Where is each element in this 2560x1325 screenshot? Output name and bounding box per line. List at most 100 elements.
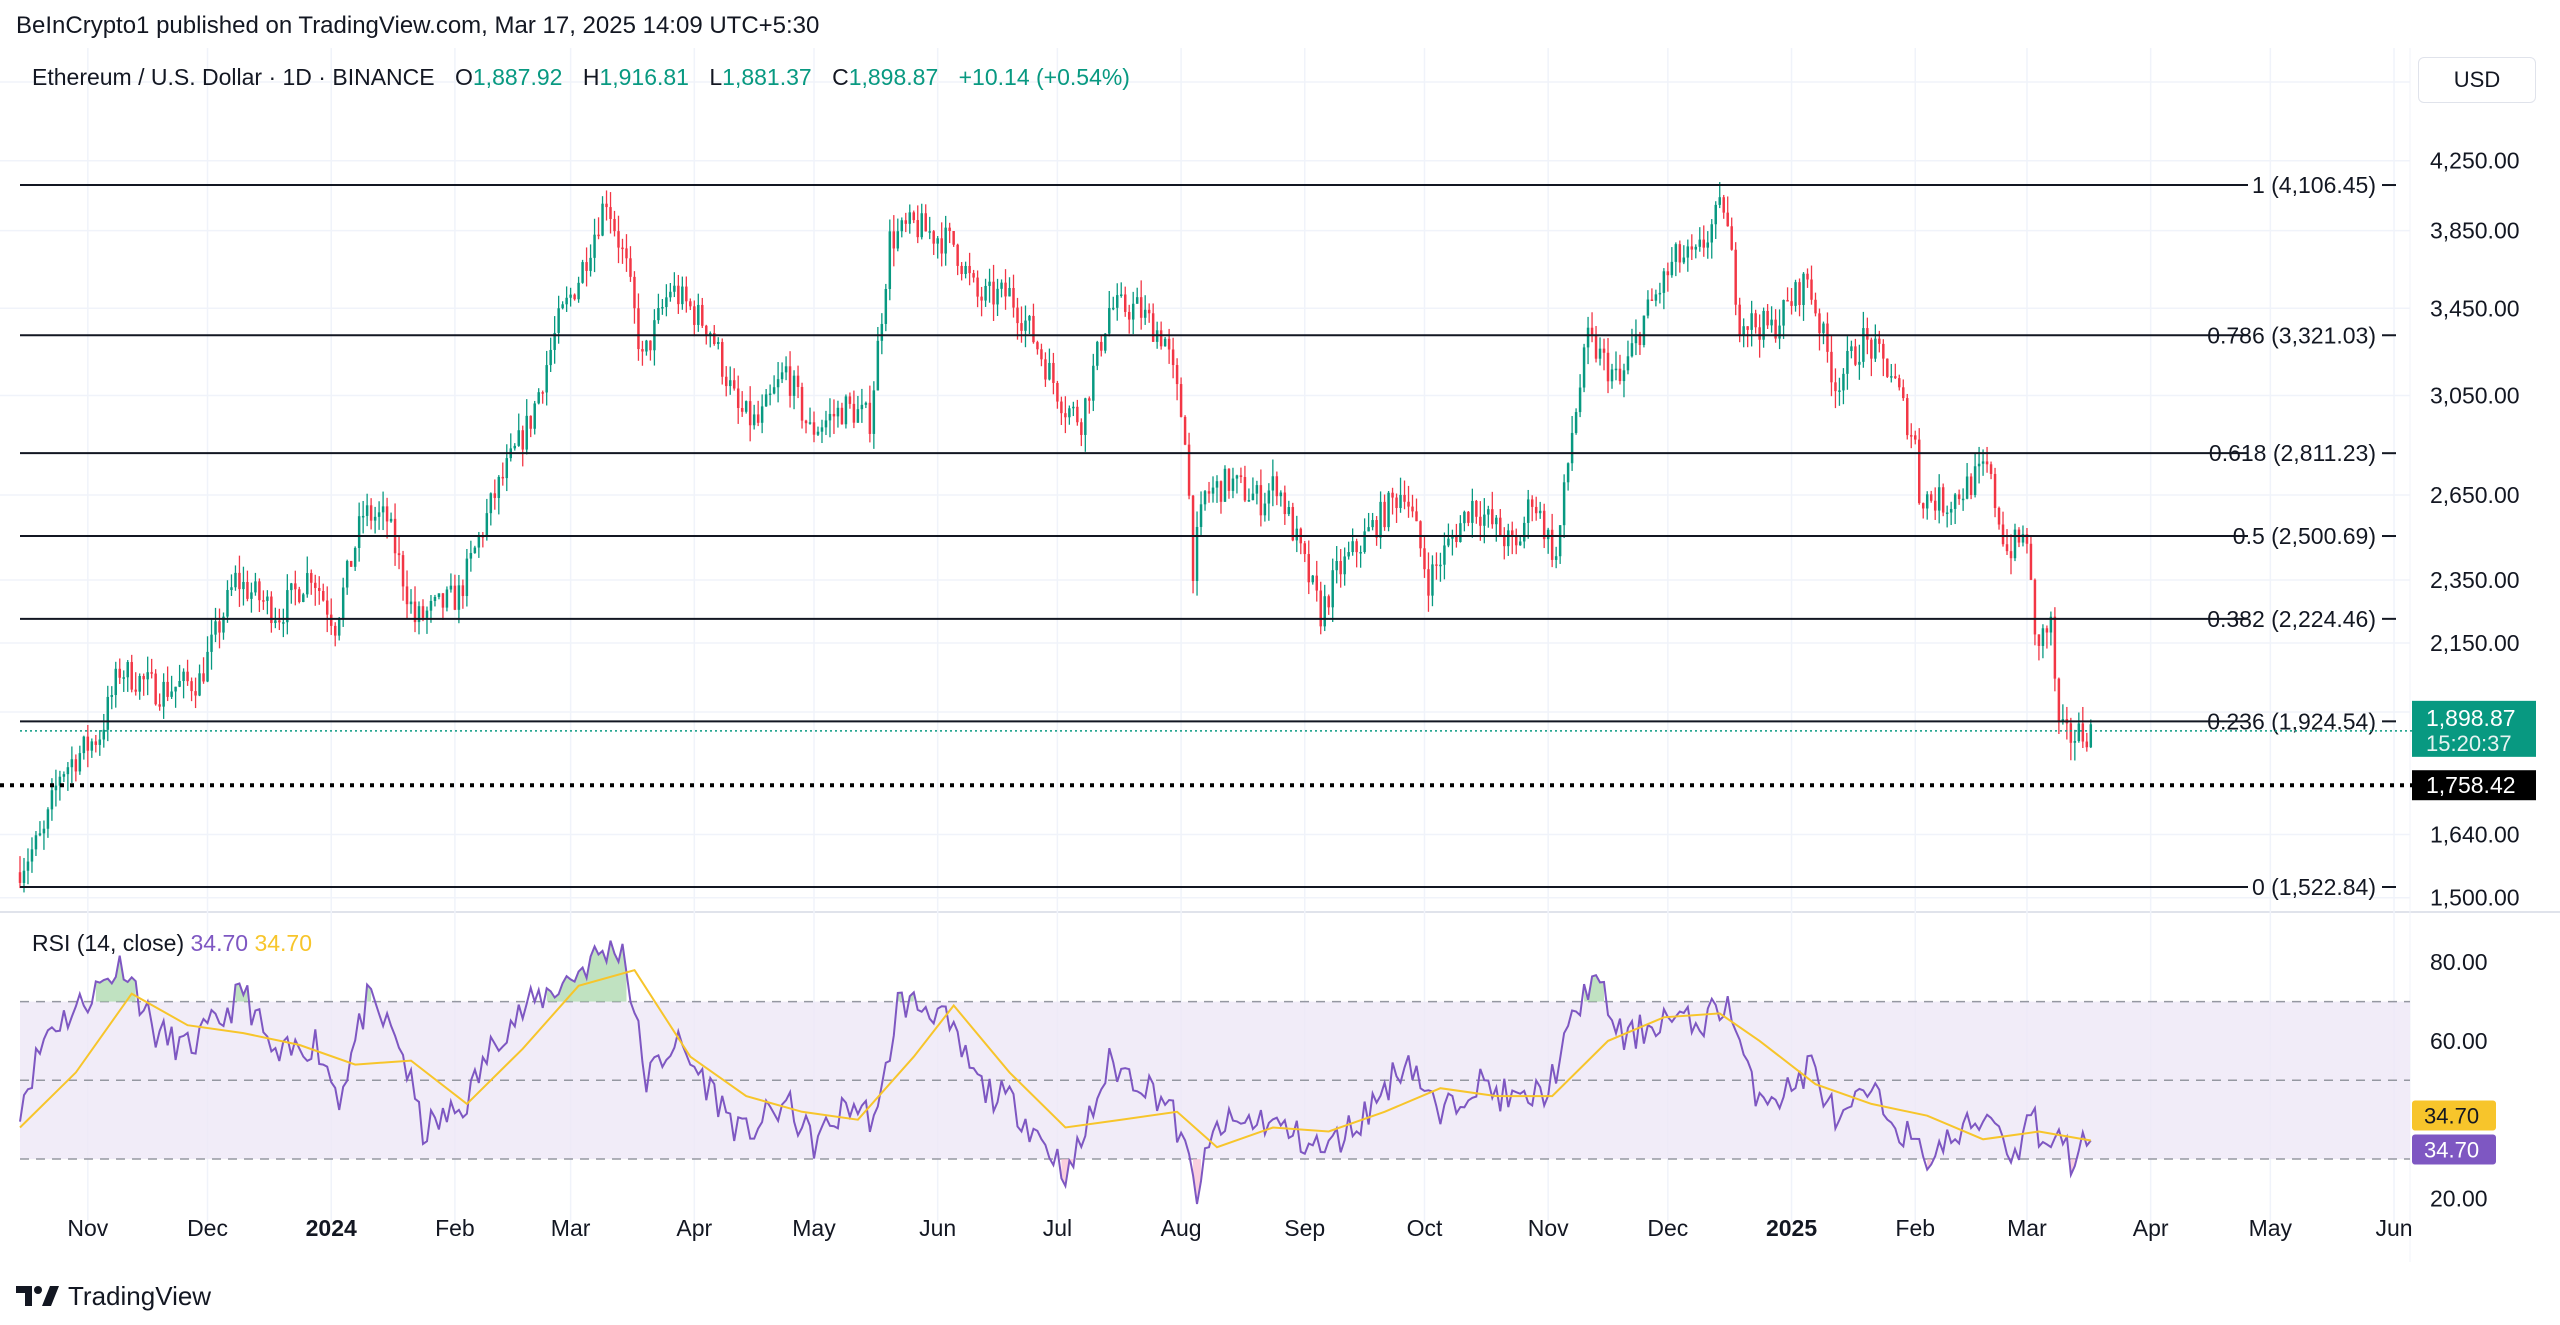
candle-body	[202, 673, 205, 682]
candle-body	[1187, 444, 1191, 496]
candle-body	[1973, 466, 1977, 496]
candle-body	[389, 518, 393, 522]
date-tick-label: Jun	[2375, 1215, 2412, 1241]
candle-body	[357, 516, 361, 548]
candle-body	[896, 231, 900, 249]
candle-body	[54, 785, 58, 791]
candle-body	[1056, 382, 1059, 402]
candle-body	[489, 493, 493, 514]
candle-body	[1135, 297, 1139, 304]
candle-body	[1606, 352, 1610, 382]
candle-body	[1786, 300, 1789, 302]
candle-body	[1327, 596, 1330, 608]
candle-body	[449, 585, 453, 590]
chart-canvas[interactable]: 1 (4,106.45) 0.786 (3,321.03) 0.618 (2,811…	[0, 48, 2560, 1278]
candle-body	[1778, 325, 1781, 339]
candle-body	[437, 593, 441, 597]
currency-button[interactable]: USD	[2418, 57, 2536, 103]
candle-body	[282, 622, 285, 624]
candle-body	[589, 257, 592, 271]
candle-body	[1570, 432, 1574, 464]
candle-body	[1690, 246, 1694, 250]
candle-body	[1941, 487, 1945, 513]
candle-body	[1554, 556, 1558, 560]
candle-body	[226, 590, 229, 617]
candle-body	[1726, 212, 1729, 227]
candle-body	[1199, 504, 1203, 527]
candle-body	[1068, 408, 1071, 418]
candle-body	[1602, 348, 1606, 353]
candlestick-series	[18, 182, 2093, 893]
candle-body	[1626, 356, 1630, 371]
candle-body	[1347, 552, 1350, 557]
candle-body	[1546, 529, 1550, 540]
candle-body	[1758, 327, 1761, 340]
candle-body	[689, 301, 692, 307]
candle-body	[1622, 370, 1626, 382]
price-tick-label: 3,050.00	[2430, 382, 2520, 408]
candle-body	[1977, 463, 1981, 467]
candle-body	[417, 606, 421, 623]
candle-body	[310, 573, 313, 583]
candle-body	[772, 387, 776, 394]
candle-body	[1890, 376, 1893, 378]
candle-body	[1231, 478, 1235, 491]
candle-body	[1343, 556, 1346, 575]
candle-body	[908, 212, 912, 224]
candle-body	[601, 203, 604, 236]
symbol-legend[interactable]: Ethereum / U.S. Dollar · 1D · BINANCE O1…	[32, 64, 1130, 91]
candle-body	[1447, 538, 1450, 546]
candle-body	[130, 662, 133, 690]
candle-body	[1104, 333, 1107, 351]
low-value: 1,881.37	[722, 64, 812, 90]
candle-body	[1806, 273, 1809, 280]
fib-level-label: 0 (1,522.84)	[2252, 874, 2376, 900]
candle-body	[246, 581, 249, 599]
candle-body	[1914, 435, 1917, 440]
candle-body	[1008, 287, 1011, 297]
candle-body	[1981, 461, 1985, 464]
candle-body	[1439, 564, 1442, 567]
rsi-ma-value: 34.70	[254, 930, 313, 956]
candle-body	[968, 265, 971, 274]
candle-body	[1658, 292, 1662, 295]
candle-body	[1315, 575, 1318, 591]
candle-body	[1259, 485, 1263, 516]
candle-body	[1874, 338, 1877, 359]
candle-body	[736, 388, 740, 408]
candle-body	[952, 231, 955, 245]
candle-body	[369, 505, 373, 521]
candle-body	[1638, 334, 1642, 346]
candle-body	[1906, 398, 1909, 436]
candle-body	[1774, 319, 1777, 339]
candle-body	[1818, 313, 1821, 334]
candle-body	[744, 401, 748, 412]
candle-body	[693, 306, 696, 325]
candle-body	[1295, 528, 1299, 541]
candle-body	[521, 430, 524, 450]
fibonacci-retracement[interactable]: 1 (4,106.45) 0.786 (3,321.03) 0.618 (2,811…	[0, 172, 2412, 900]
high-value: 1,916.81	[599, 64, 689, 90]
price-tick-label: 2,150.00	[2430, 630, 2520, 656]
candle-body	[1116, 295, 1119, 308]
fib-level-label: 0.618 (2,811.23)	[2209, 440, 2376, 466]
candle-body	[1910, 435, 1913, 437]
candle-body	[1534, 506, 1538, 514]
candle-body	[1830, 351, 1833, 383]
candle-body	[1235, 475, 1239, 479]
candle-body	[649, 340, 652, 351]
candle-body	[784, 366, 788, 373]
candle-body	[852, 403, 856, 423]
rsi-tick-label: 20.00	[2430, 1185, 2488, 1211]
candle-body	[70, 759, 74, 768]
fib-level-label: 0.236 (1,924.54)	[2207, 708, 2376, 734]
candle-body	[1530, 499, 1534, 507]
candle-body	[1894, 376, 1897, 379]
tradingview-logo[interactable]: TradingView	[16, 1278, 211, 1314]
candle-body	[597, 234, 600, 237]
candle-body	[397, 553, 401, 556]
candle-body	[50, 790, 54, 810]
rsi-legend[interactable]: RSI (14, close) 34.70 34.70	[32, 930, 312, 957]
candle-body	[920, 213, 923, 238]
candle-body	[2069, 723, 2073, 743]
